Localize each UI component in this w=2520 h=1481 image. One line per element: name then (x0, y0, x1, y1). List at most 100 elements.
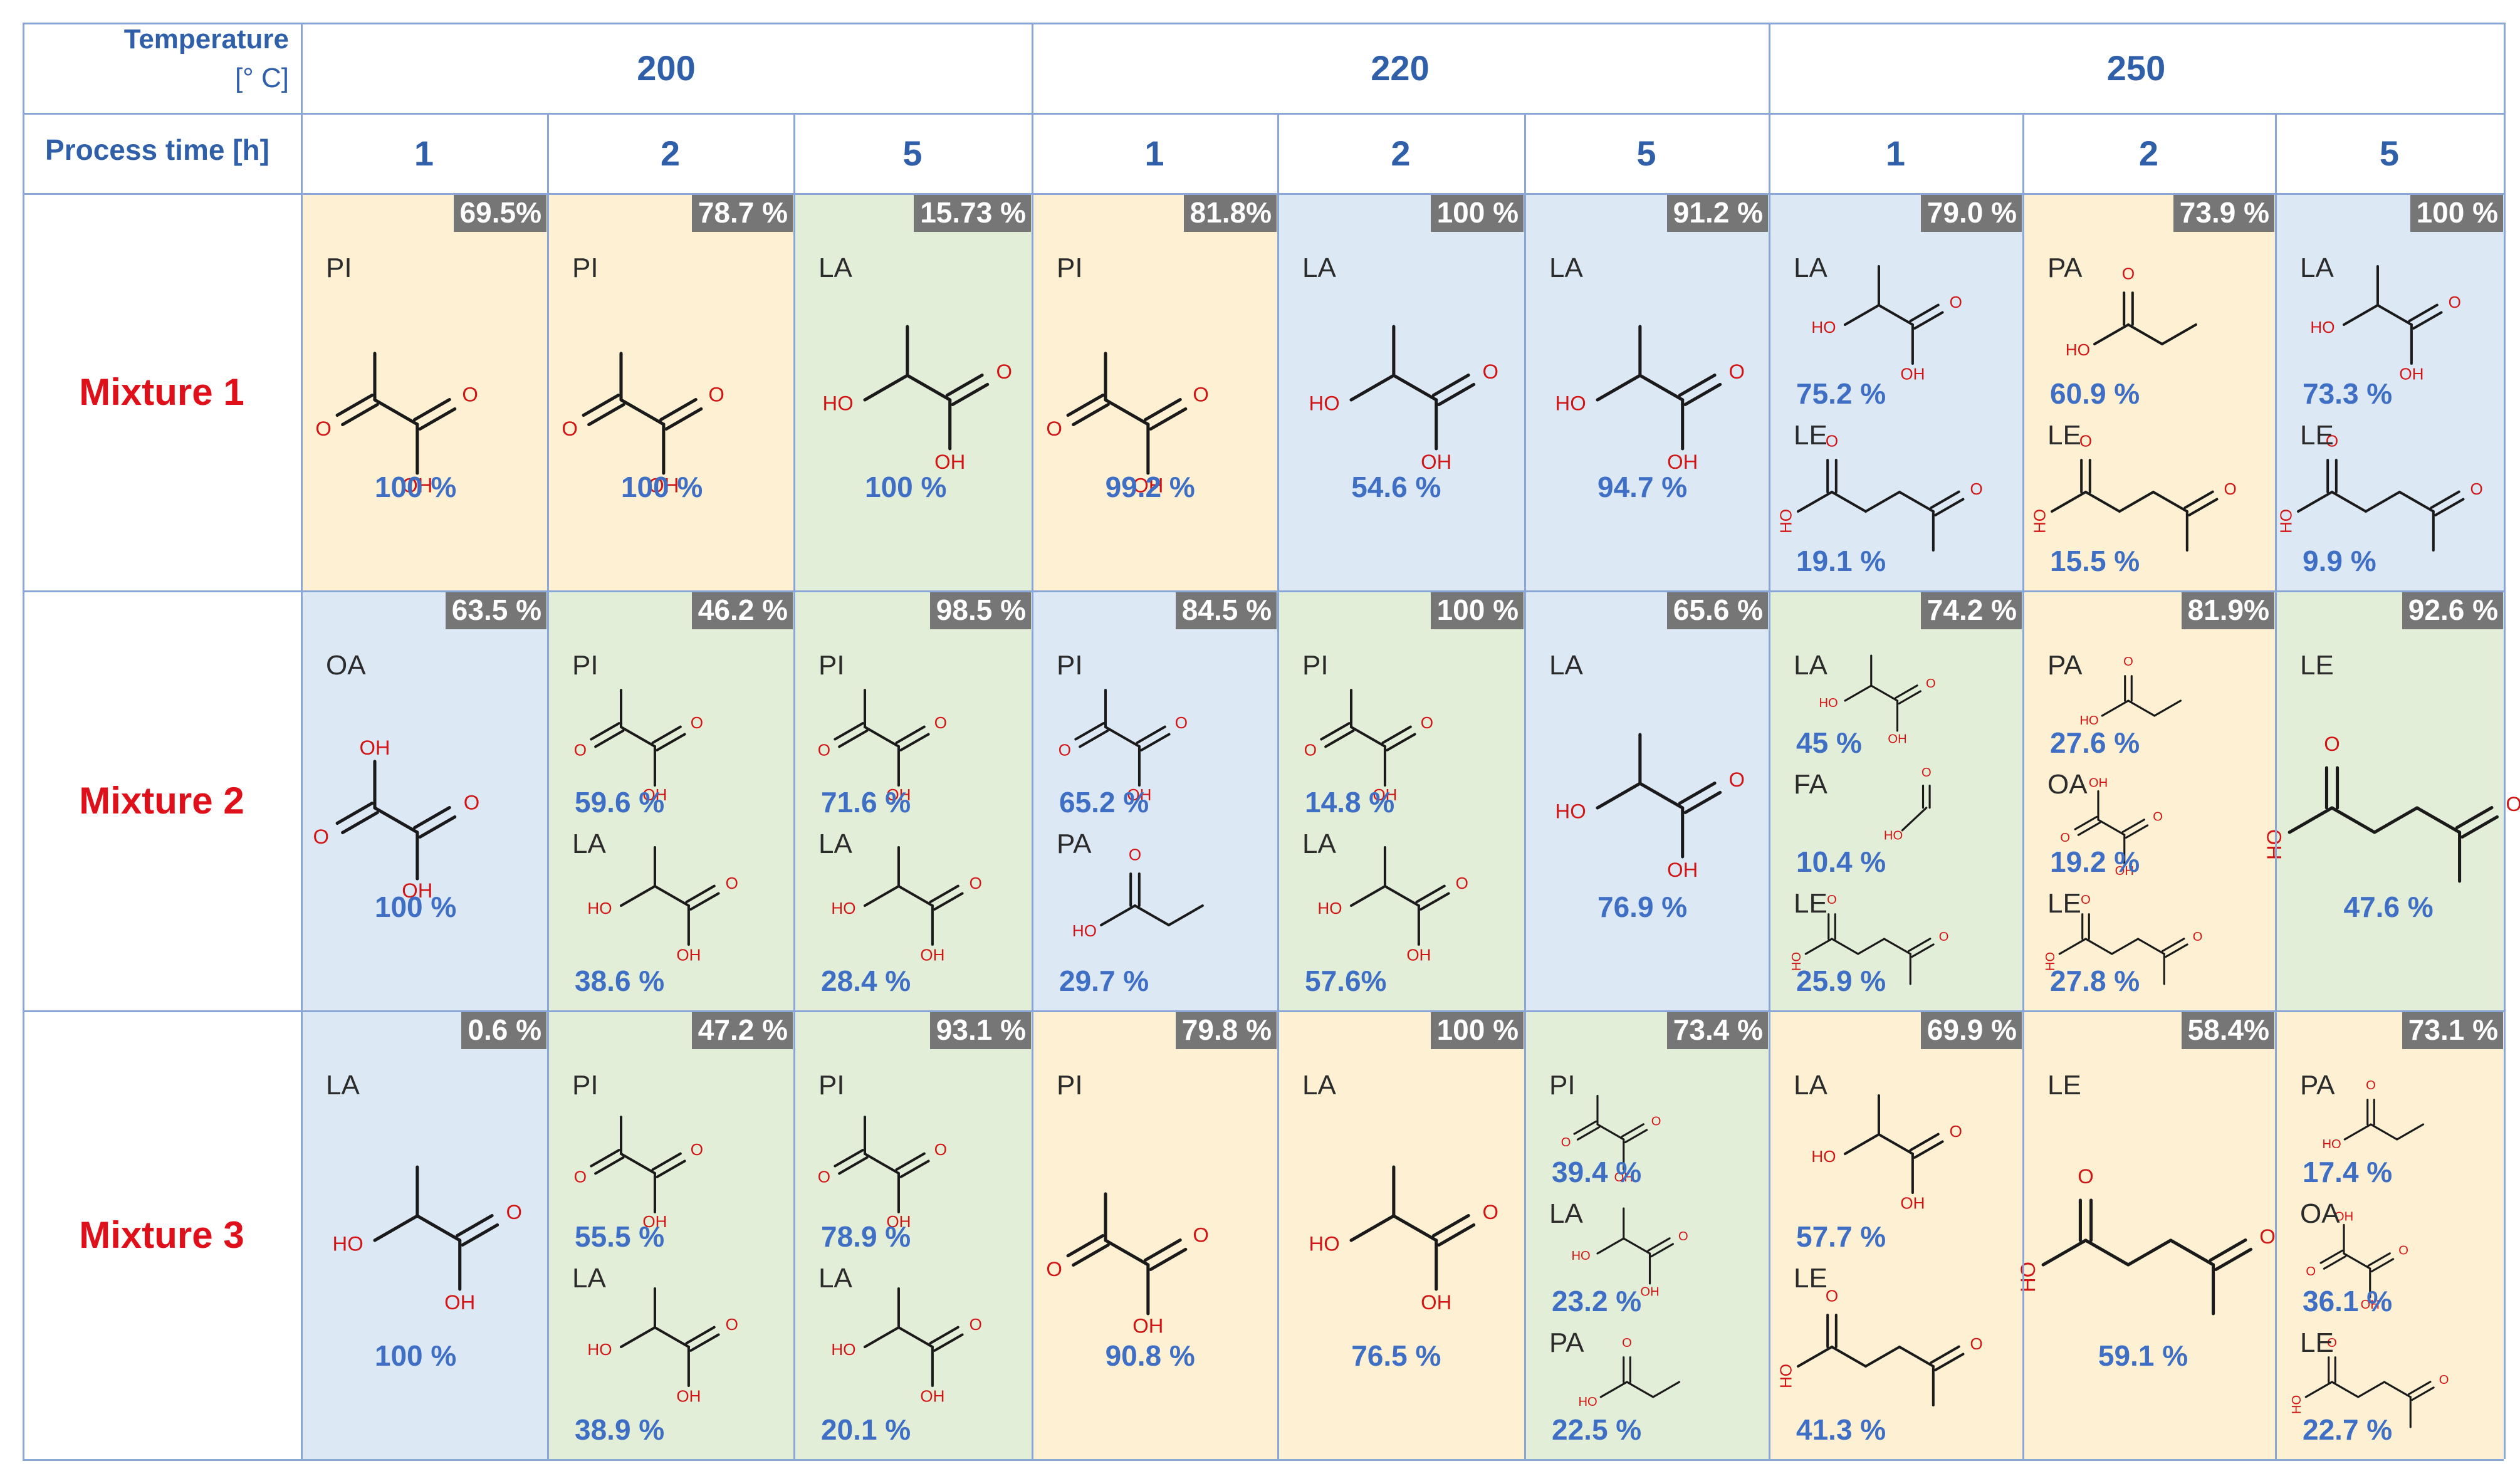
grid-line (23, 113, 2504, 115)
product-yield: 38.6 % (575, 965, 665, 997)
process-time-header: 5 (902, 133, 923, 173)
svg-text:O: O (574, 741, 587, 760)
grid-line (1769, 23, 1770, 1459)
svg-text:OH: OH (359, 736, 390, 759)
svg-text:HO: HO (2030, 509, 2049, 533)
svg-text:O: O (1921, 765, 1932, 779)
grid-line (2275, 113, 2277, 1459)
svg-text:O: O (1058, 741, 1070, 760)
result-cell (547, 590, 793, 1010)
svg-text:O: O (2192, 929, 2202, 943)
svg-text:HO: HO (1777, 1364, 1796, 1388)
svg-text:OH: OH (1900, 1193, 1925, 1212)
svg-text:O: O (462, 383, 478, 406)
result-cell (1769, 590, 2022, 1010)
product-yield: 54.6 % (1351, 471, 1441, 503)
svg-text:OH: OH (920, 1386, 944, 1405)
svg-text:O: O (1193, 1223, 1208, 1247)
svg-text:HO: HO (1571, 1249, 1590, 1263)
pyruvic-structure: O O OH (574, 689, 703, 804)
product-yield: 57.7 % (1796, 1220, 1886, 1253)
temperature-label: Temperature (123, 24, 289, 55)
svg-text:HO: HO (1309, 392, 1340, 415)
grid-line (23, 590, 2504, 592)
grid-line (23, 23, 2504, 24)
svg-text:O: O (1129, 845, 1141, 864)
conversion-badge: 69.9 % (1920, 1012, 2022, 1049)
process-time-header: 1 (1144, 133, 1164, 173)
product-yield: 29.7 % (1059, 965, 1149, 997)
svg-text:O: O (691, 1140, 703, 1159)
result-cell (1524, 1010, 1769, 1459)
product-abbreviation: PA (2300, 1070, 2335, 1101)
svg-text:O: O (2366, 1079, 2376, 1092)
product-abbreviation: FA (1794, 769, 1827, 800)
grid-line (23, 23, 24, 1459)
svg-text:OH: OH (2089, 776, 2108, 790)
svg-text:O: O (2224, 479, 2236, 498)
svg-text:O: O (1939, 929, 1949, 943)
conversion-badge: 15.73 % (914, 194, 1031, 232)
result-cell (2275, 193, 2504, 590)
svg-text:O: O (2259, 1225, 2275, 1248)
product-abbreviation: LA (818, 1263, 852, 1294)
grid-line (1032, 23, 1033, 1459)
result-cell (547, 193, 793, 590)
svg-text:HO: HO (2277, 509, 2296, 533)
svg-text:HO: HO (2323, 1138, 2341, 1151)
svg-text:HO: HO (587, 1340, 612, 1359)
svg-text:O: O (2123, 654, 2133, 668)
product-abbreviation: LA (1549, 253, 1583, 283)
svg-text:O: O (1970, 479, 1983, 498)
temperature-header: 250 (2106, 48, 2166, 88)
conversion-badge: 73.4 % (1666, 1012, 1768, 1049)
grid-line (1524, 113, 1526, 1459)
product-yield: 65.2 % (1059, 786, 1149, 819)
product-abbreviation: LA (818, 829, 852, 859)
product-yield: 90.8 % (1105, 1339, 1195, 1372)
conversion-badge: 81.9% (2181, 592, 2274, 629)
conversion-badge: 79.8 % (1175, 1012, 1277, 1049)
grid-line (23, 193, 2504, 195)
product-yield: 75.2 % (1796, 377, 1886, 410)
conversion-badge: 46.2 % (691, 592, 793, 629)
svg-text:O: O (313, 825, 328, 848)
grid-line (23, 1010, 2504, 1012)
temperature-header: 220 (1371, 48, 1430, 88)
result-cell (793, 590, 1032, 1010)
conversion-badge: 93.1 % (929, 1012, 1031, 1049)
svg-text:OH: OH (1421, 450, 1451, 473)
product-abbreviation: LA (1549, 650, 1583, 681)
product-yield: 38.9 % (575, 1413, 665, 1446)
process-time-header: 1 (414, 133, 434, 173)
process-time-header: 5 (2379, 133, 2400, 173)
svg-text:O: O (2326, 432, 2338, 451)
product-abbreviation: LA (326, 1070, 360, 1101)
product-yield: 78.9 % (821, 1220, 911, 1253)
svg-text:O: O (2081, 892, 2091, 906)
product-yield: 76.9 % (1597, 891, 1688, 923)
svg-text:O: O (1970, 1334, 1983, 1353)
svg-text:O: O (1174, 713, 1187, 732)
svg-text:O: O (1456, 874, 1468, 892)
svg-text:O: O (1826, 432, 1838, 451)
svg-text:OH: OH (1407, 946, 1431, 965)
conversion-badge: 73.9 % (2173, 194, 2274, 232)
result-cell (301, 590, 547, 1010)
lactic-structure: HO O OH (1571, 1207, 1688, 1299)
product-abbreviation: LA (2300, 253, 2334, 283)
svg-text:OH: OH (402, 878, 432, 901)
levulinic-structure: O HO O (2277, 432, 2483, 552)
product-abbreviation: LA (1794, 1070, 1827, 1101)
svg-text:OH: OH (676, 946, 701, 965)
svg-text:O: O (1193, 383, 1208, 406)
conversion-badge: 58.4% (2181, 1012, 2274, 1049)
svg-text:OH: OH (934, 450, 965, 473)
product-abbreviation: PI (1057, 650, 1083, 681)
product-yield: 57.6% (1305, 965, 1387, 997)
grid-line (793, 113, 795, 1459)
svg-text:O: O (1729, 767, 1745, 790)
product-yield: 59.1 % (2098, 1339, 2188, 1372)
svg-text:O: O (1949, 293, 1962, 311)
result-cell (547, 1010, 793, 1459)
